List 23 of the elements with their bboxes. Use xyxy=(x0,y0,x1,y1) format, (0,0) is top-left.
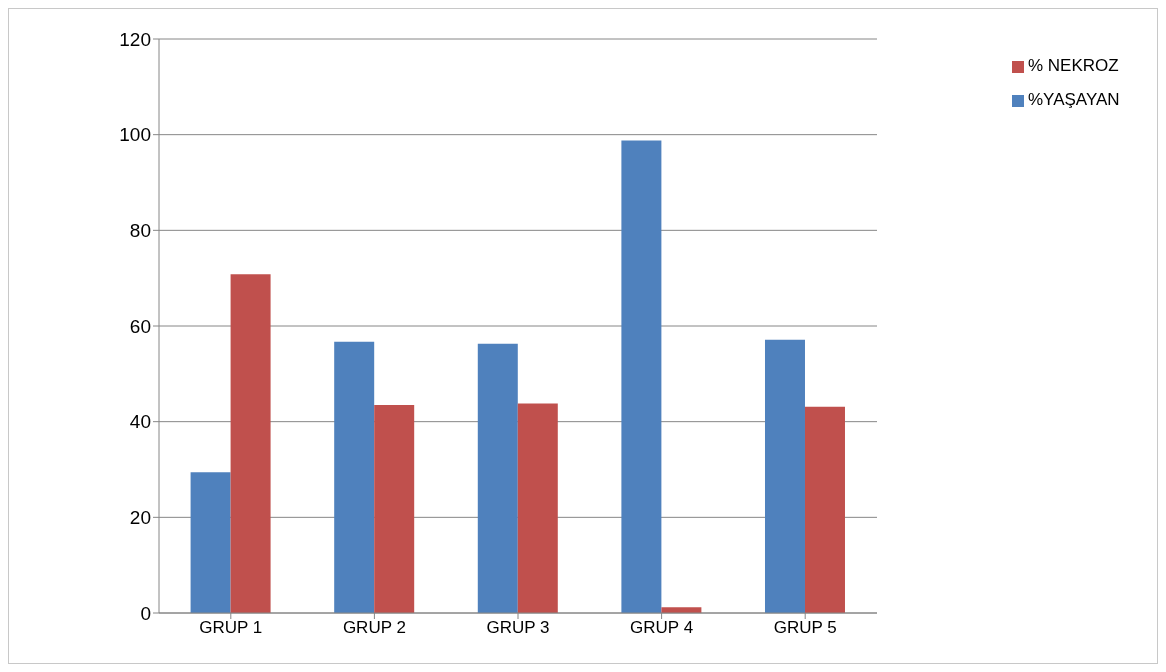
bar xyxy=(621,140,662,613)
y-tick-label: 100 xyxy=(119,124,151,146)
x-tick-label: GRUP 3 xyxy=(486,618,550,638)
bar xyxy=(334,341,375,613)
bar xyxy=(190,472,231,613)
legend-label: % NEKROZ xyxy=(1028,56,1119,75)
y-tick-label: 40 xyxy=(129,411,151,433)
x-tick-label: GRUP 2 xyxy=(342,618,406,638)
y-tick-label: 80 xyxy=(129,220,151,242)
y-tick-label: 120 xyxy=(119,28,151,50)
x-tick-label: GRUP 4 xyxy=(630,618,694,638)
x-tick-label: GRUP 5 xyxy=(773,618,837,638)
legend-label: %YAŞAYAN xyxy=(1028,90,1120,109)
bar xyxy=(374,404,415,613)
bar xyxy=(764,339,805,613)
bar xyxy=(230,274,271,613)
bar xyxy=(804,406,845,613)
y-tick-label: 20 xyxy=(129,507,151,529)
y-tick-label: 0 xyxy=(140,602,151,624)
bar xyxy=(517,403,558,613)
bar xyxy=(477,343,518,613)
y-tick-label: 60 xyxy=(129,315,151,337)
x-tick-label: GRUP 1 xyxy=(199,618,263,638)
